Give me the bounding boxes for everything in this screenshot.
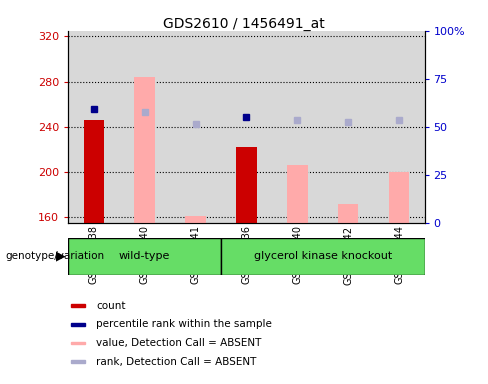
Bar [119, 31, 170, 223]
Bar [83, 120, 104, 223]
Bar [221, 238, 425, 275]
Bar [68, 238, 221, 275]
Bar [71, 360, 84, 363]
Bar [68, 31, 119, 223]
Text: rank, Detection Call = ABSENT: rank, Detection Call = ABSENT [96, 357, 257, 367]
Text: GDS2610 / 1456491_at: GDS2610 / 1456491_at [163, 17, 325, 31]
Bar [185, 216, 206, 223]
Text: count: count [96, 301, 126, 311]
Text: glycerol kinase knockout: glycerol kinase knockout [254, 251, 392, 262]
Bar [272, 31, 323, 223]
Bar [287, 165, 307, 223]
Bar [71, 305, 84, 307]
Text: value, Detection Call = ABSENT: value, Detection Call = ABSENT [96, 338, 262, 348]
Bar [338, 204, 358, 223]
Bar [71, 342, 84, 344]
Text: percentile rank within the sample: percentile rank within the sample [96, 319, 272, 329]
Bar [323, 31, 374, 223]
Text: genotype/variation: genotype/variation [5, 251, 104, 262]
Bar [374, 31, 425, 223]
Bar [135, 77, 155, 223]
Bar [236, 147, 257, 223]
Text: wild-type: wild-type [119, 251, 170, 262]
Bar [389, 172, 409, 223]
Bar [71, 323, 84, 326]
Text: ▶: ▶ [56, 250, 66, 263]
Bar [221, 31, 272, 223]
Bar [170, 31, 221, 223]
